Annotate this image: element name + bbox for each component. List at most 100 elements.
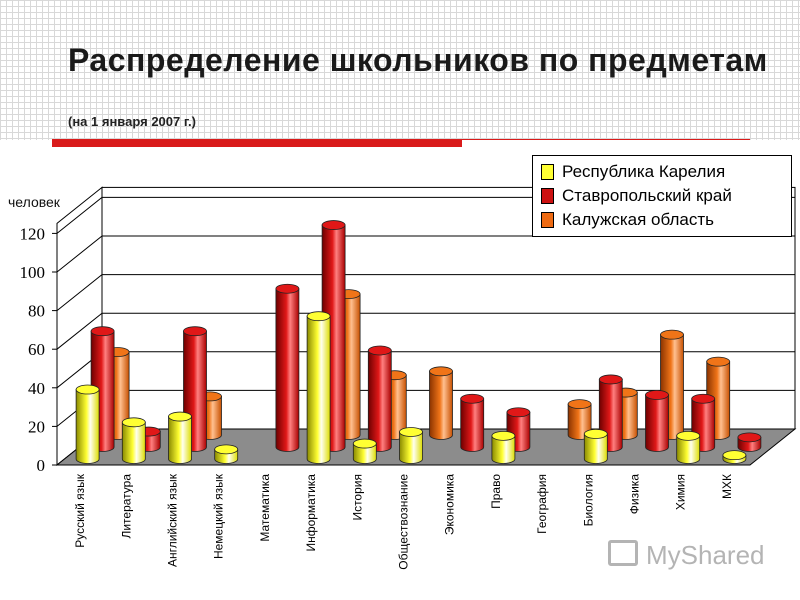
watermark-text: MyShared (646, 540, 765, 570)
bar-1-4 (275, 283, 300, 452)
bar-top (367, 345, 392, 356)
x-tick-label: Физика (628, 474, 642, 515)
bar-body (168, 416, 192, 464)
y-tick-label: 100 (20, 263, 46, 282)
x-tick-label: МХК (720, 474, 734, 499)
bar-1-12 (645, 389, 669, 452)
title-background (0, 0, 800, 140)
y-tick-label: 80 (28, 302, 45, 321)
bar-top (737, 432, 762, 443)
y-tick-label: 120 (20, 224, 46, 243)
y-tick-label: 20 (28, 417, 45, 436)
bar-top (183, 326, 207, 337)
x-tick-label: Литература (119, 474, 133, 539)
bar-body (460, 398, 485, 452)
bar-top (275, 283, 300, 294)
y-axis-label: человек (8, 194, 60, 210)
x-tick-label: Информатика (304, 474, 318, 552)
bar-0-14 (722, 450, 747, 464)
gridline (56, 274, 795, 311)
x-tick-label: Экономика (443, 474, 457, 535)
bar-top (90, 326, 115, 337)
bar-0-6 (352, 438, 377, 464)
bar-1-8 (460, 393, 485, 452)
x-tick-label: Математика (258, 474, 272, 542)
x-tick-label: Немецкий язык (212, 473, 226, 559)
gridline (56, 312, 795, 350)
x-tick-label: Английский язык (166, 473, 180, 567)
title-underline-bar (52, 139, 462, 147)
bar-top (583, 429, 608, 439)
bar-0-7 (399, 427, 423, 464)
presentation-icon (608, 540, 638, 566)
bar-top (321, 220, 346, 230)
legend-item: Республика Карелия (541, 160, 783, 184)
bar-body (121, 421, 146, 464)
bar-top (352, 438, 377, 449)
bar-body (583, 433, 608, 464)
bar-0-1 (121, 417, 146, 464)
bar-top (491, 430, 516, 441)
bar-0-0 (75, 384, 100, 464)
bar-body (306, 315, 331, 464)
legend-swatch-karelia (541, 164, 554, 180)
bar-body (429, 370, 453, 440)
x-tick-label: Русский язык (73, 473, 87, 547)
title-underline-line (462, 139, 750, 140)
bar-body (645, 394, 669, 452)
bar-1-14 (737, 432, 762, 452)
watermark: MyShared (608, 538, 778, 572)
bar-2-7 (429, 366, 453, 440)
bar-body (367, 350, 392, 452)
x-tick-label: Право (489, 474, 503, 509)
y-tick-label: 40 (28, 379, 45, 398)
x-tick-label: География (535, 474, 549, 534)
y-tick-label: 0 (37, 456, 46, 475)
page-subtitle: (на 1 января 2007 г.) (68, 114, 196, 129)
bar-0-11 (583, 429, 608, 464)
legend-item: Ставропольский край (541, 184, 783, 208)
bar-top (168, 411, 192, 422)
x-tick-label: История (350, 474, 364, 521)
bar-1-6 (367, 345, 392, 452)
bar-0-13 (676, 430, 701, 464)
bar-top (567, 399, 592, 410)
bar-top (399, 427, 423, 437)
bar-top (121, 417, 146, 428)
x-tick-label: Биология (581, 474, 595, 526)
x-tick-label: Химия (674, 474, 688, 510)
bar-top (75, 384, 100, 395)
bar-top (214, 444, 239, 455)
bar-top (598, 374, 623, 385)
bar-top (429, 366, 453, 377)
bar-body (399, 431, 423, 464)
bar-0-9 (491, 430, 516, 464)
bar-top (722, 450, 747, 461)
bar-body (275, 288, 300, 452)
legend-label: Ставропольский край (562, 186, 732, 205)
legend-swatch-stavropol (541, 188, 554, 204)
legend-swatch-kaluga (541, 212, 554, 228)
page-title: Распределение школьников по предметам (68, 42, 768, 78)
bar-top (676, 430, 701, 441)
bar-top (645, 389, 669, 400)
legend: Республика Карелия Ставропольский край К… (532, 155, 792, 237)
x-tick-label: Обществознание (397, 474, 411, 570)
bar-top (460, 393, 485, 404)
y-tick-label: 60 (28, 340, 45, 359)
legend-label: Республика Карелия (562, 162, 726, 181)
bar-top (506, 407, 531, 418)
legend-label: Калужская область (562, 210, 714, 229)
bar-0-5 (306, 311, 331, 464)
bar-top (691, 393, 716, 404)
bar-body (491, 435, 516, 464)
bar-body (352, 443, 377, 464)
bar-top (660, 329, 684, 340)
legend-item: Калужская область (541, 208, 783, 232)
bar-top (706, 356, 731, 367)
bar-body (676, 435, 701, 464)
bar-top (306, 311, 331, 322)
bar-0-2 (168, 411, 192, 464)
bar-0-3 (214, 444, 239, 464)
